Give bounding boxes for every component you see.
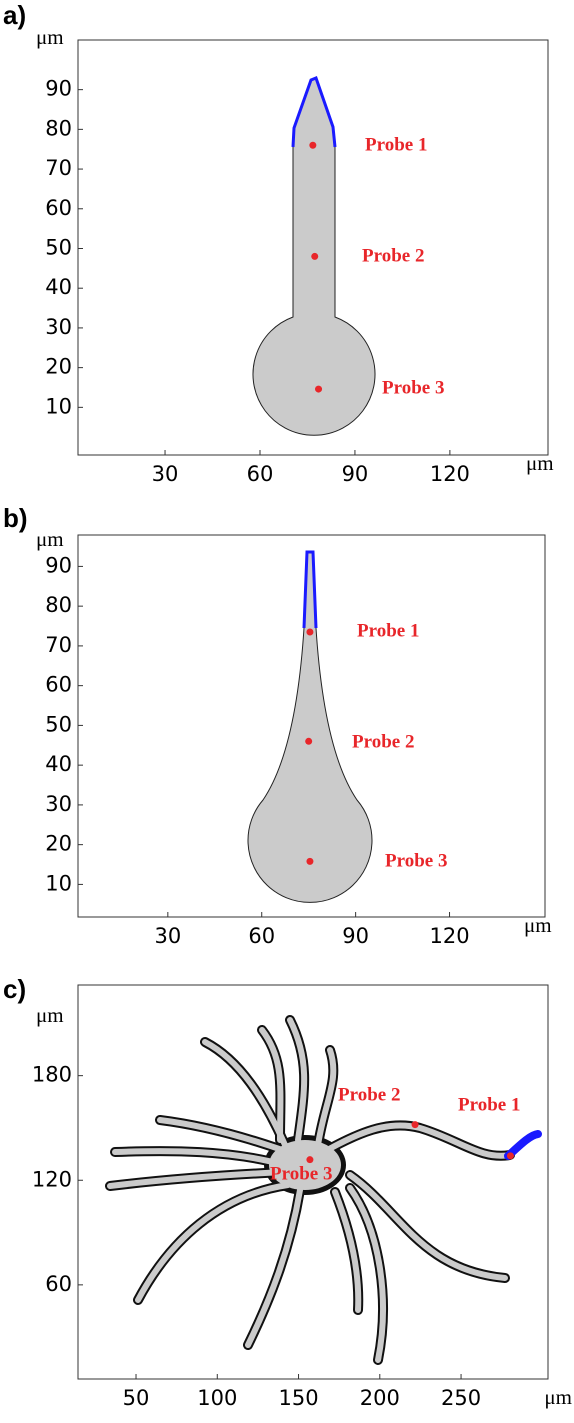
tip-outline: [302, 550, 318, 629]
x-tick-label: 120: [430, 462, 470, 486]
y-tick-label: 10: [45, 871, 72, 895]
x-tick-label: 100: [197, 1386, 237, 1410]
probe-label: Probe 2: [338, 1084, 400, 1105]
probe-point: [315, 385, 323, 393]
cell-shape: [247, 551, 373, 903]
y-unit: μm: [36, 1003, 64, 1027]
probe-point: [411, 1121, 419, 1129]
probe-label: Probe 3: [382, 377, 444, 398]
y-tick-label: 60: [45, 1272, 72, 1296]
x-tick-label: 90: [342, 924, 369, 948]
probe-point: [311, 252, 319, 260]
x-tick-label: 150: [278, 1386, 318, 1410]
y-tick-label: 50: [45, 235, 72, 259]
y-tick-label: 80: [45, 593, 72, 617]
x-tick-label: 120: [429, 924, 469, 948]
probe-point: [506, 1152, 514, 1160]
neuron-shape: [105, 1015, 542, 1365]
tip-outline: [291, 76, 337, 148]
y-tick-label: 80: [45, 116, 72, 140]
panel-label: b): [3, 503, 28, 533]
x-tick-label: 30: [152, 462, 179, 486]
y-unit: μm: [36, 527, 64, 551]
y-tick-label: 90: [45, 77, 72, 101]
x-tick-label: 50: [123, 1386, 150, 1410]
plot-frame: [77, 39, 549, 456]
probe-label: Probe 3: [385, 850, 447, 871]
panel-label: a): [3, 0, 26, 30]
y-tick-label: 70: [45, 156, 72, 180]
x-tick-label: 30: [154, 924, 181, 948]
y-tick-label: 30: [45, 315, 72, 339]
y-tick-label: 10: [45, 394, 72, 418]
y-tick-label: 60: [45, 196, 72, 220]
probe-label: Probe 2: [362, 245, 424, 266]
probe-label: Probe 1: [458, 1094, 520, 1115]
y-tick-label: 50: [45, 712, 72, 736]
probe-point: [305, 737, 313, 745]
y-tick-label: 30: [45, 792, 72, 816]
y-unit: μm: [36, 25, 64, 49]
x-tick-label: 90: [342, 462, 369, 486]
y-tick-label: 120: [32, 1167, 72, 1191]
probe-label: Probe 1: [365, 134, 427, 155]
probe-label: Probe 1: [357, 620, 419, 641]
probe-label: Probe 3: [270, 1163, 332, 1184]
probe-point: [306, 1156, 314, 1164]
probe-point: [309, 141, 317, 149]
x-unit: μm: [526, 451, 554, 475]
y-tick-label: 40: [45, 275, 72, 299]
panel-label: c): [3, 974, 26, 1004]
probe-point: [306, 857, 314, 865]
probe-label: Probe 2: [352, 731, 414, 752]
y-tick-label: 180: [32, 1063, 72, 1087]
x-tick-label: 200: [360, 1386, 400, 1410]
y-tick-label: 40: [45, 752, 72, 776]
plot-frame: [77, 534, 546, 918]
x-unit: μm: [544, 1385, 572, 1409]
x-tick-label: 60: [248, 924, 275, 948]
y-tick-label: 20: [45, 355, 72, 379]
x-tick-label: 60: [247, 462, 274, 486]
plot-frame: [77, 984, 549, 1380]
y-tick-label: 90: [45, 553, 72, 577]
y-tick-label: 20: [45, 832, 72, 856]
x-unit: μm: [524, 913, 552, 937]
y-tick-label: 60: [45, 673, 72, 697]
probe-point: [306, 628, 314, 636]
x-tick-label: 250: [441, 1386, 481, 1410]
y-tick-label: 70: [45, 633, 72, 657]
